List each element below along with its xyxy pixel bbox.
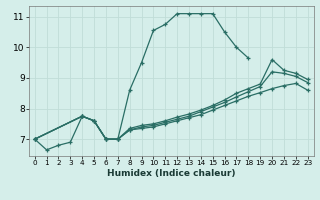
X-axis label: Humidex (Indice chaleur): Humidex (Indice chaleur) <box>107 169 236 178</box>
